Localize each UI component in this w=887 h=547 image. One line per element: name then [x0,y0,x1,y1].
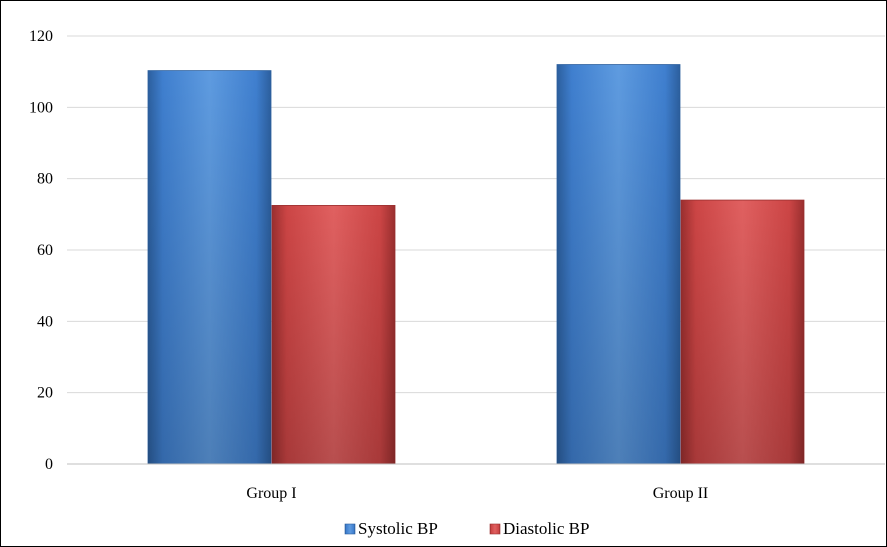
x-category-label: Group II [653,485,709,502]
y-tick-label: 100 [29,99,53,116]
bar-shade [148,70,271,464]
y-axis-ticks: 0 20 40 60 80 100 120 [29,28,53,473]
bar-shade [272,205,395,464]
legend-label: Systolic BP [358,519,438,538]
bar-diastolic-bp [680,199,805,465]
y-tick-label: 40 [37,313,53,330]
y-tick-label: 80 [37,171,53,188]
legend-item: Diastolic BP [489,519,589,538]
y-tick-label: 0 [45,456,53,473]
y-tick-label: 20 [37,385,53,402]
bars [147,64,805,465]
legend-swatch [489,523,501,535]
legend-item: Systolic BP [344,519,438,538]
x-axis-categories: Group I Group II [246,485,708,502]
bar-diastolic-bp [271,205,396,465]
bar-shade [681,200,804,465]
bar-systolic-bp [147,70,272,465]
y-tick-label: 60 [37,242,53,259]
legend-swatch [344,523,356,535]
legend: Systolic BP Diastolic BP [344,519,589,538]
legend-label: Diastolic BP [503,519,589,538]
y-tick-label: 120 [29,28,53,45]
x-category-label: Group I [246,485,296,502]
bar-systolic-bp [556,64,681,465]
bar-shade [557,64,680,465]
